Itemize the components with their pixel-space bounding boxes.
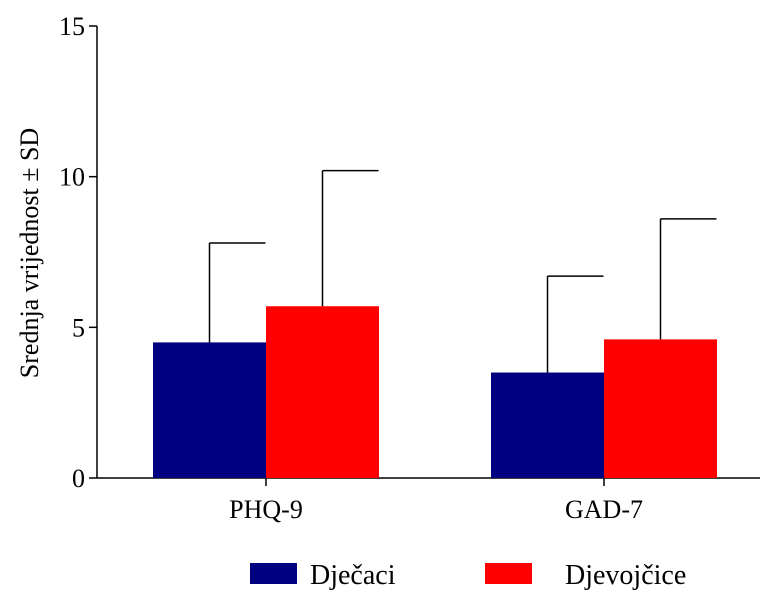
y-tick-label: 10 (59, 163, 85, 192)
y-tick-label: 15 (59, 12, 85, 41)
y-tick-label: 5 (72, 313, 85, 342)
legend-swatch (250, 563, 297, 584)
bar (153, 342, 266, 478)
bar (604, 339, 717, 478)
y-axis-title: Srednja vrijednost ± SD (15, 128, 44, 378)
plot-area: 0 5 10 15 PHQ-9 GAD-7 (59, 12, 760, 524)
bar (491, 372, 604, 478)
y-tick-label: 0 (72, 464, 85, 493)
legend-label: Djevojčice (565, 560, 686, 590)
legend-swatch (485, 563, 532, 584)
legend: Dječaci Djevojčice (250, 560, 686, 590)
x-tick-label: GAD-7 (565, 495, 643, 524)
legend-label: Dječaci (310, 560, 396, 590)
bar (266, 306, 379, 478)
x-tick-label: PHQ-9 (229, 495, 303, 524)
